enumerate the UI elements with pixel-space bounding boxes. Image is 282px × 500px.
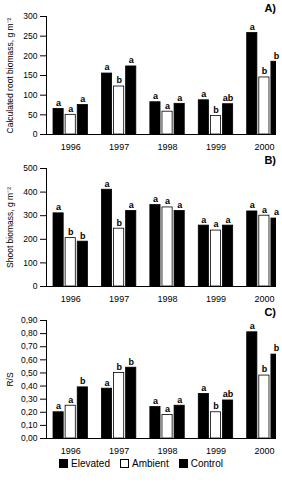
- svg-text:500: 500: [23, 163, 37, 173]
- svg-text:a: a: [201, 214, 207, 224]
- svg-text:1997: 1997: [109, 142, 129, 152]
- svg-text:1998: 1998: [158, 446, 178, 456]
- svg-text:b: b: [213, 105, 219, 115]
- svg-text:0,20: 0,20: [21, 407, 38, 417]
- svg-text:1997: 1997: [109, 446, 129, 456]
- svg-text:a: a: [129, 200, 135, 210]
- svg-text:a: a: [153, 396, 159, 406]
- svg-text:50: 50: [28, 110, 38, 120]
- svg-text:a: a: [165, 404, 171, 414]
- svg-text:b: b: [262, 364, 268, 374]
- svg-text:1996: 1996: [61, 294, 81, 304]
- svg-text:100: 100: [23, 90, 37, 100]
- html-text:Ambient: Ambient: [132, 458, 169, 469]
- svg-text:a: a: [105, 62, 111, 72]
- svg-text:b: b: [213, 401, 219, 411]
- svg-text:Shoot biomass, g m⁻²: Shoot biomass, g m⁻²: [5, 187, 15, 268]
- svg-text:a: a: [213, 219, 219, 229]
- svg-text:a: a: [68, 395, 74, 405]
- svg-text:a: a: [201, 383, 207, 393]
- svg-text:0: 0: [33, 281, 38, 291]
- svg-text:1999: 1999: [206, 142, 226, 152]
- svg-text:0,30: 0,30: [21, 394, 38, 404]
- svg-text:a: a: [250, 200, 256, 210]
- svg-text:1997: 1997: [109, 294, 129, 304]
- html-text:B): B): [264, 154, 276, 166]
- svg-text:a: a: [68, 104, 74, 114]
- svg-text:a: a: [105, 179, 111, 189]
- svg-text:a: a: [250, 321, 256, 331]
- svg-text:1998: 1998: [158, 142, 178, 152]
- svg-text:a: a: [105, 378, 111, 388]
- svg-text:100: 100: [23, 258, 37, 268]
- svg-text:ab: ab: [223, 389, 234, 399]
- svg-text:a: a: [177, 93, 183, 103]
- svg-text:b: b: [274, 51, 280, 61]
- svg-text:0,70: 0,70: [21, 341, 38, 351]
- svg-text:1996: 1996: [61, 446, 81, 456]
- svg-text:0,60: 0,60: [21, 355, 38, 365]
- svg-text:a: a: [177, 200, 183, 210]
- svg-text:b: b: [68, 227, 74, 237]
- svg-text:1999: 1999: [206, 294, 226, 304]
- svg-text:b: b: [274, 343, 280, 353]
- svg-text:ab: ab: [223, 93, 234, 103]
- svg-text:b: b: [128, 357, 134, 367]
- svg-text:a: a: [56, 202, 62, 212]
- svg-text:a: a: [80, 94, 86, 104]
- svg-text:b: b: [116, 218, 122, 228]
- svg-text:b: b: [116, 362, 122, 372]
- svg-text:0,40: 0,40: [21, 381, 38, 391]
- svg-text:2000: 2000: [254, 446, 274, 456]
- svg-text:a: a: [153, 91, 159, 101]
- svg-text:a: a: [56, 401, 62, 411]
- svg-text:a: a: [153, 194, 159, 204]
- svg-text:300: 300: [23, 11, 37, 21]
- svg-text:Calculated root biomass, g m⁻²: Calculated root biomass, g m⁻²: [5, 17, 15, 133]
- svg-text:1996: 1996: [61, 142, 81, 152]
- svg-text:300: 300: [23, 210, 37, 220]
- svg-text:200: 200: [23, 51, 37, 61]
- svg-text:1998: 1998: [158, 294, 178, 304]
- svg-text:a: a: [177, 395, 183, 405]
- svg-text:250: 250: [23, 31, 37, 41]
- svg-text:a: a: [129, 55, 135, 65]
- svg-text:0: 0: [33, 129, 38, 139]
- svg-text:2000: 2000: [254, 142, 274, 152]
- svg-text:0,80: 0,80: [21, 328, 38, 338]
- svg-text:0,90: 0,90: [21, 315, 38, 325]
- svg-text:2000: 2000: [254, 294, 274, 304]
- svg-text:a: a: [250, 22, 256, 32]
- svg-text:0,10: 0,10: [21, 420, 38, 430]
- svg-text:150: 150: [23, 70, 37, 80]
- svg-text:a: a: [165, 101, 171, 111]
- svg-text:a: a: [262, 205, 268, 215]
- svg-text:400: 400: [23, 187, 37, 197]
- svg-text:b: b: [262, 66, 268, 76]
- svg-text:a: a: [226, 214, 232, 224]
- svg-text:R/S: R/S: [5, 372, 15, 387]
- svg-text:b: b: [80, 376, 86, 386]
- html-text:C): C): [264, 306, 276, 318]
- svg-text:a: a: [274, 207, 280, 217]
- svg-text:a: a: [201, 89, 207, 99]
- svg-text:0,50: 0,50: [21, 368, 38, 378]
- svg-text:200: 200: [23, 234, 37, 244]
- svg-text:b: b: [116, 75, 122, 85]
- html-text:A): A): [264, 2, 276, 14]
- svg-text:1999: 1999: [206, 446, 226, 456]
- svg-text:a: a: [56, 98, 62, 108]
- svg-text:a: a: [165, 196, 171, 206]
- svg-text:b: b: [80, 231, 86, 241]
- html-text:Control: Control: [190, 458, 223, 469]
- html-text:Elevated: Elevated: [71, 458, 110, 469]
- svg-text:0,00: 0,00: [21, 433, 38, 443]
